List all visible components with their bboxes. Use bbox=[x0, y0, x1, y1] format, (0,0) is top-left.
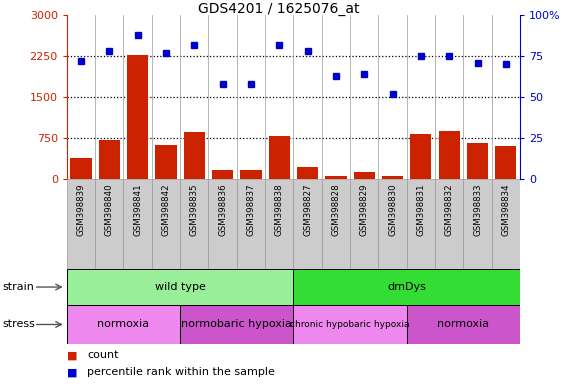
Bar bbox=[241, 170, 261, 179]
Bar bbox=[184, 132, 205, 179]
Text: GSM398835: GSM398835 bbox=[190, 183, 199, 236]
Text: GSM398833: GSM398833 bbox=[473, 183, 482, 236]
Bar bbox=[212, 170, 233, 179]
Bar bbox=[155, 145, 177, 179]
Text: strain: strain bbox=[3, 282, 35, 292]
Text: normobaric hypoxia: normobaric hypoxia bbox=[181, 319, 292, 329]
Bar bbox=[354, 172, 375, 179]
Bar bbox=[127, 55, 148, 179]
Bar bbox=[407, 179, 435, 269]
Bar bbox=[265, 179, 293, 269]
Bar bbox=[293, 179, 322, 269]
Bar bbox=[268, 136, 290, 179]
Bar bbox=[297, 167, 318, 179]
Text: ■: ■ bbox=[67, 350, 77, 360]
Bar bbox=[410, 134, 432, 179]
Bar bbox=[322, 179, 350, 269]
Text: dmDys: dmDys bbox=[388, 282, 426, 292]
Bar bbox=[439, 131, 460, 179]
Text: chronic hypobaric hypoxia: chronic hypobaric hypoxia bbox=[290, 320, 410, 329]
Text: GSM398837: GSM398837 bbox=[246, 183, 256, 236]
Bar bbox=[67, 305, 180, 344]
Bar bbox=[293, 305, 407, 344]
Bar bbox=[67, 179, 95, 269]
Text: GSM398829: GSM398829 bbox=[360, 183, 369, 235]
Text: wild type: wild type bbox=[155, 282, 206, 292]
Text: GSM398831: GSM398831 bbox=[417, 183, 425, 236]
Bar bbox=[180, 179, 209, 269]
Text: GSM398836: GSM398836 bbox=[218, 183, 227, 236]
Bar bbox=[67, 269, 293, 305]
Bar bbox=[123, 179, 152, 269]
Bar bbox=[180, 305, 293, 344]
Text: GSM398830: GSM398830 bbox=[388, 183, 397, 236]
Bar bbox=[99, 141, 120, 179]
Bar bbox=[378, 179, 407, 269]
Bar bbox=[467, 143, 488, 179]
Text: normoxia: normoxia bbox=[437, 319, 489, 329]
Bar bbox=[70, 158, 92, 179]
Text: GSM398828: GSM398828 bbox=[331, 183, 340, 236]
Bar bbox=[209, 179, 237, 269]
Bar bbox=[237, 179, 265, 269]
Text: stress: stress bbox=[3, 319, 36, 329]
Bar bbox=[495, 146, 517, 179]
Bar bbox=[293, 269, 520, 305]
Text: ■: ■ bbox=[67, 367, 77, 377]
Bar bbox=[382, 175, 403, 179]
Bar bbox=[325, 176, 346, 179]
Text: normoxia: normoxia bbox=[98, 319, 149, 329]
Text: GSM398839: GSM398839 bbox=[77, 183, 85, 235]
Text: GSM398827: GSM398827 bbox=[303, 183, 312, 236]
Text: GSM398834: GSM398834 bbox=[501, 183, 510, 236]
Text: GSM398838: GSM398838 bbox=[275, 183, 284, 236]
Text: count: count bbox=[87, 350, 119, 360]
Text: GSM398840: GSM398840 bbox=[105, 183, 114, 236]
Text: GSM398842: GSM398842 bbox=[162, 183, 170, 236]
Bar bbox=[435, 179, 464, 269]
Text: GDS4201 / 1625076_at: GDS4201 / 1625076_at bbox=[198, 2, 360, 16]
Bar bbox=[95, 179, 123, 269]
Bar bbox=[350, 179, 378, 269]
Bar bbox=[464, 179, 492, 269]
Text: percentile rank within the sample: percentile rank within the sample bbox=[87, 367, 275, 377]
Text: GSM398841: GSM398841 bbox=[133, 183, 142, 236]
Text: GSM398832: GSM398832 bbox=[444, 183, 454, 236]
Bar bbox=[492, 179, 520, 269]
Bar bbox=[152, 179, 180, 269]
Bar bbox=[407, 305, 520, 344]
